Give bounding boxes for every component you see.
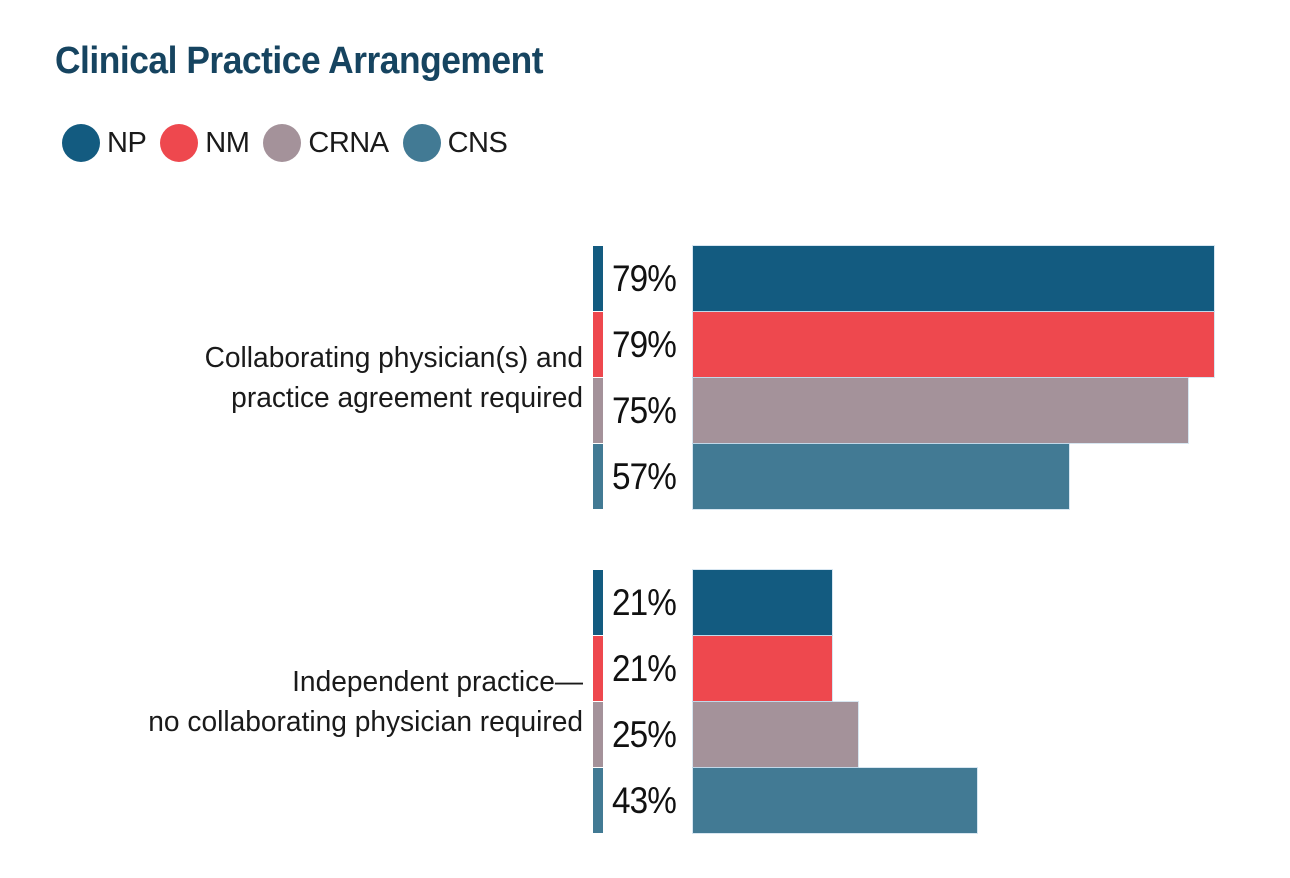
axis-strip-segment (593, 444, 603, 509)
legend-dot-nm (160, 124, 199, 162)
axis-strip-segment (593, 378, 603, 443)
value-label: 79% (612, 257, 677, 299)
bar-row-np: 79% (593, 246, 1215, 311)
legend-label-np: NP (107, 126, 147, 159)
axis-strip-segment (593, 768, 603, 833)
legend-dot-crna (263, 124, 302, 162)
value-label: 75% (612, 389, 677, 431)
bar-row-cns: 57% (593, 444, 1214, 509)
value-label: 21% (612, 647, 677, 689)
bar-row-nm: 79% (593, 312, 1215, 377)
legend-item-crna: CRNA (263, 124, 389, 162)
value-label: 43% (612, 779, 677, 821)
category-label-line: no collaborating physician required (148, 706, 584, 738)
legend-dot-np (62, 124, 100, 162)
legend-item-nm: NM (160, 124, 250, 162)
category-group-collaborating: Collaborating physician(s) and practice … (0, 246, 1215, 510)
category-label: Independent practice— no collaborating p… (17, 662, 583, 742)
bar-cns (693, 444, 1070, 509)
bar-cns (693, 768, 977, 833)
bar-rows: 21% 21% 25% 43% (593, 570, 977, 834)
value-label: 57% (612, 455, 677, 497)
legend-label-nm: NM (205, 126, 250, 159)
category-group-independent: Independent practice— no collaborating p… (0, 570, 977, 834)
bar-nm (693, 312, 1215, 377)
axis-strip-segment (593, 636, 603, 701)
category-label-line: Independent practice— (292, 666, 583, 698)
axis-strip-segment (593, 570, 603, 635)
bar-crna (693, 702, 858, 767)
value-label: 79% (612, 323, 677, 365)
bar-row-crna: 75% (593, 378, 1214, 443)
axis-strip-segment (593, 312, 603, 377)
bar-row-nm: 21% (593, 636, 977, 701)
legend-label-cns: CNS (447, 126, 508, 159)
axis-strip-segment (593, 702, 603, 767)
value-label: 25% (612, 713, 677, 755)
bar-np (693, 570, 832, 635)
bar-row-crna: 25% (593, 702, 977, 767)
chart-title: Clinical Practice Arrangement (55, 40, 544, 82)
category-label-line: practice agreement required (231, 382, 583, 414)
bar-np (693, 246, 1215, 311)
bar-rows: 79% 79% 75% 57% (593, 246, 1215, 510)
axis-strip-segment (593, 246, 603, 311)
legend: NP NM CRNA CNS (62, 124, 508, 162)
legend-label-crna: CRNA (308, 126, 389, 159)
value-label: 21% (612, 581, 677, 623)
category-label: Collaborating physician(s) and practice … (17, 338, 583, 418)
bar-row-cns: 43% (593, 768, 977, 833)
legend-dot-cns (402, 124, 441, 162)
category-label-line: Collaborating physician(s) and (204, 342, 583, 374)
bar-nm (693, 636, 832, 701)
bar-crna (693, 378, 1188, 443)
legend-item-cns: CNS (402, 124, 508, 162)
bar-row-np: 21% (593, 570, 977, 635)
legend-item-np: NP (62, 124, 147, 162)
